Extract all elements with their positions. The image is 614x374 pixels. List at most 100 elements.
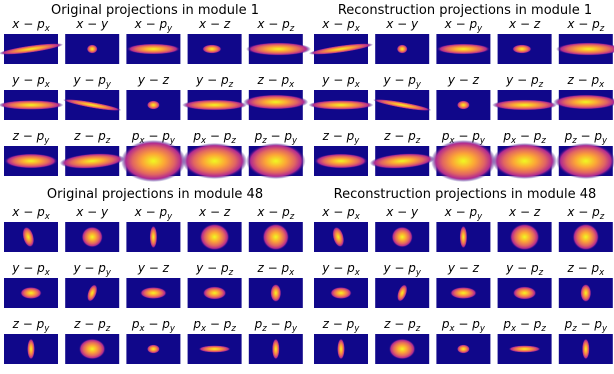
density-blob	[198, 345, 230, 352]
panel-label: x − px	[11, 205, 50, 222]
label-part: z	[538, 268, 544, 278]
label-part: y − p	[382, 261, 416, 275]
label-part: y	[415, 268, 422, 278]
label-part: x	[354, 268, 361, 278]
panel-label: x − y	[385, 205, 419, 219]
label-part: x − y	[385, 17, 419, 31]
label-part: z − p	[256, 73, 289, 87]
density-blob	[492, 100, 557, 111]
panel-label: x − pz	[256, 205, 294, 222]
label-part: z	[415, 324, 421, 334]
label-part: − p	[577, 317, 603, 331]
label-part: z	[289, 212, 295, 222]
label-part: y − p	[195, 73, 229, 87]
label-part: x − z	[198, 205, 231, 219]
label-part: y − z	[137, 261, 170, 275]
label-part: − p	[206, 317, 232, 331]
label-part: y − p	[195, 261, 229, 275]
panel-label: px − pz	[502, 317, 546, 334]
panel-label: y − z	[137, 261, 170, 275]
label-part: x	[354, 80, 361, 90]
density-blob	[580, 284, 591, 302]
density-blob	[121, 140, 186, 182]
density-blob	[330, 287, 352, 299]
panel-label: y − px	[321, 261, 360, 278]
density-blob	[397, 45, 408, 54]
panel-label: x − px	[11, 17, 50, 34]
panel-label: y − py	[382, 73, 421, 90]
label-part: z	[599, 24, 605, 34]
label-part: z − p	[566, 73, 599, 87]
label-part: z	[538, 80, 544, 90]
label-part: x − z	[198, 17, 231, 31]
density-blob	[272, 339, 280, 360]
density-blob	[81, 227, 103, 248]
label-part: x	[598, 268, 605, 278]
panel-label: x − py	[444, 205, 483, 222]
panel-label: x − y	[75, 17, 109, 31]
label-part: x	[288, 268, 295, 278]
density-blob	[182, 100, 247, 111]
label-part: x	[288, 80, 295, 90]
label-part: z	[228, 80, 234, 90]
label-part: z	[230, 324, 236, 334]
label-part: x − p	[566, 17, 600, 31]
label-part: − p	[206, 129, 232, 143]
panel-label: pz − py	[564, 317, 608, 334]
label-part: x	[598, 80, 605, 90]
label-part: x − y	[75, 205, 109, 219]
panel-label: y − py	[382, 261, 421, 278]
label-part: y	[43, 324, 50, 334]
label-part: x	[354, 24, 361, 34]
label-part: z − p	[73, 317, 106, 331]
label-part: − p	[145, 317, 171, 331]
label-part: y	[43, 136, 50, 146]
label-part: x − p	[256, 17, 290, 31]
panel-label: y − pz	[505, 73, 543, 90]
panel-label: x − y	[385, 17, 419, 31]
density-blob	[512, 45, 531, 54]
density-blob	[436, 44, 490, 55]
density-blob	[182, 143, 247, 179]
label-part: − p	[455, 317, 481, 331]
panel-label: x − px	[321, 205, 360, 222]
panel-label: x − pz	[566, 205, 604, 222]
density-blob	[314, 154, 368, 169]
label-part: y	[353, 324, 360, 334]
panel-label: z − pz	[383, 317, 421, 334]
panel-label: x − y	[75, 205, 109, 219]
label-part: x − y	[385, 205, 419, 219]
panel-label: z − px	[566, 73, 605, 90]
figure: Original projections in module 1x − pxx …	[0, 0, 614, 374]
label-part: x − p	[566, 205, 600, 219]
panel-label: x − py	[444, 17, 483, 34]
density-blob	[509, 224, 539, 251]
label-part: y	[601, 324, 608, 334]
label-part: y	[601, 136, 608, 146]
label-part: y − z	[447, 73, 480, 87]
density-blob	[450, 287, 477, 299]
label-part: x	[44, 268, 51, 278]
panel-label: px − pz	[192, 317, 236, 334]
label-part: x	[354, 212, 361, 222]
density-blob	[508, 345, 540, 352]
label-part: y	[476, 212, 483, 222]
panel-label: z − pz	[73, 129, 111, 146]
label-part: z − p	[73, 129, 106, 143]
label-part: y − p	[321, 261, 355, 275]
label-part: y − p	[505, 261, 539, 275]
label-part: x − p	[321, 205, 355, 219]
label-part: y	[479, 324, 486, 334]
density-blob	[513, 286, 537, 299]
label-part: x − p	[134, 205, 168, 219]
panel-label: z − py	[12, 129, 51, 146]
panel-label: y − z	[137, 73, 170, 87]
density-blob	[147, 345, 160, 354]
panel-label: y − px	[321, 73, 360, 90]
label-part: x − p	[444, 17, 478, 31]
label-part: x − z	[508, 17, 541, 31]
panel-label: px − py	[441, 317, 486, 334]
label-part: z	[540, 324, 546, 334]
density-blob	[309, 100, 374, 110]
density-blob	[147, 101, 160, 110]
